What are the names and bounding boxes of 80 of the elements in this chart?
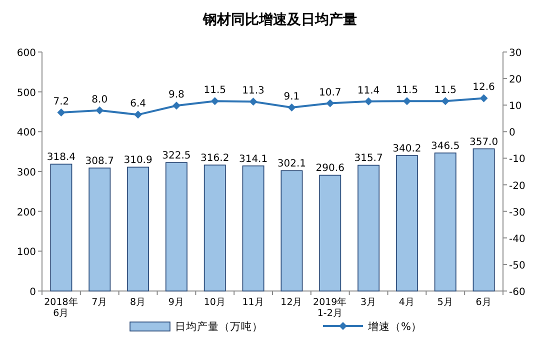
bar (280, 170, 303, 292)
bar (358, 164, 380, 292)
data-label: 11.3 (242, 86, 264, 97)
y-tick-label: 600 (16, 48, 36, 59)
y-tick-label: 300 (16, 168, 36, 178)
x-tick-label: 11月 (242, 297, 264, 308)
legend-label: 增速（%） (367, 320, 422, 333)
x-tick-label: 6月 (476, 297, 492, 308)
data-label: 6.4 (130, 98, 146, 110)
x-tick-label: 2019年 1-2月 (313, 296, 348, 319)
bar (165, 162, 188, 292)
point (96, 106, 104, 114)
bar (127, 166, 150, 292)
point (210, 97, 219, 106)
bar (472, 148, 495, 292)
point (172, 102, 180, 110)
bar (434, 152, 456, 292)
x-tick-label: 2018年 6月 (44, 296, 78, 319)
y2-tick-label: -30 (509, 207, 526, 218)
x-tick-label: 9月 (168, 297, 184, 308)
x-tick-label: 5月 (437, 297, 454, 308)
y-tick-label: 0 (30, 287, 36, 298)
point (441, 97, 450, 106)
point (326, 99, 334, 108)
point (57, 108, 66, 117)
y-tick-label: 100 (16, 247, 36, 258)
y2-tick-label: 0 (509, 128, 516, 139)
data-label: 8.0 (92, 94, 108, 106)
y-tick-label: 400 (16, 128, 36, 139)
data-label: 316.2 (200, 153, 230, 164)
data-label: 357.0 (469, 136, 498, 148)
point (480, 94, 488, 102)
data-label: 322.5 (162, 150, 191, 162)
x-tick-label: 7月 (92, 297, 108, 308)
x-tick-label: 3月 (360, 297, 377, 308)
data-label: 9.1 (284, 92, 300, 102)
point (364, 97, 373, 106)
bar (88, 168, 111, 292)
y2-tick-label: 30 (509, 48, 522, 59)
point (249, 98, 258, 106)
point (288, 104, 296, 112)
y-tick-label: 200 (16, 207, 36, 218)
y2-tick-label: -50 (509, 260, 526, 272)
x-tick-label: 10月 (204, 297, 226, 308)
y2-tick-label: -40 (509, 234, 526, 245)
data-label: 346.5 (431, 140, 460, 152)
data-label: 11.5 (204, 85, 226, 96)
y-tick-label: 500 (16, 88, 36, 99)
y2-tick-label: -10 (509, 154, 526, 166)
data-label: 11.5 (434, 85, 457, 96)
data-label: 7.2 (53, 96, 70, 108)
x-tick-label: 8月 (130, 297, 146, 308)
y2-tick-label: 10 (509, 101, 522, 112)
bar (204, 164, 226, 292)
data-label: 10.7 (318, 87, 342, 98)
bar (50, 164, 72, 292)
bar (242, 165, 264, 292)
legend-label: 日均产量（万吨） (175, 320, 263, 333)
chart-title: 钢材同比增速及日均产量 (202, 11, 357, 28)
point (402, 97, 411, 106)
data-label: 11.5 (396, 85, 418, 96)
data-label: 308.7 (85, 156, 114, 168)
bar (396, 155, 418, 292)
data-label: 315.7 (354, 153, 383, 164)
bar (319, 174, 342, 292)
x-tick-label: 12月 (280, 297, 303, 308)
data-label: 12.6 (472, 82, 495, 94)
data-label: 314.1 (238, 154, 268, 165)
data-label: 318.4 (46, 152, 76, 164)
data-label: 340.2 (392, 143, 422, 154)
y2-tick-label: 20 (509, 74, 522, 86)
data-label: 9.8 (168, 90, 184, 101)
data-label: 11.4 (357, 85, 380, 96)
data-label: 302.1 (277, 158, 306, 170)
y2-tick-label: -60 (509, 287, 526, 298)
data-label: 290.6 (316, 163, 344, 174)
x-tick-label: 4月 (398, 297, 415, 308)
y2-tick-label: -20 (509, 180, 526, 192)
data-label: 310.9 (124, 155, 152, 166)
point (134, 110, 142, 119)
